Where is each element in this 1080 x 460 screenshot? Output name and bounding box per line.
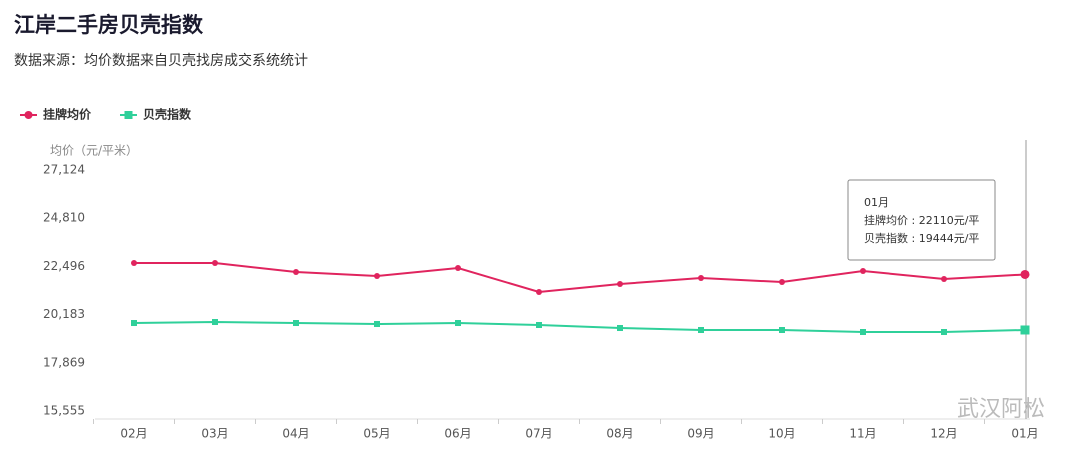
x-tick-label: 10月 [768,427,795,441]
data-point [1020,269,1030,279]
x-tick-label: 02月 [120,427,147,441]
data-point [536,289,542,296]
series-line [134,262,1026,294]
data-point [293,320,299,327]
data-point [455,320,461,327]
y-tick-label: 15,555 [43,404,85,418]
x-tick-label: 05月 [363,427,390,441]
data-point [455,265,461,272]
legend-marker [24,111,33,119]
data-point [617,325,623,332]
x-tick-label: 12月 [930,427,957,441]
y-tick-label: 27,124 [43,163,85,177]
legend-label: 贝壳指数 [143,107,192,122]
data-point [941,276,947,283]
data-point [212,319,218,326]
data-point [698,327,704,334]
x-tick-label: 06月 [444,427,471,441]
data-point [212,260,218,267]
y-tick-label: 22,496 [43,259,85,273]
data-point [293,269,299,276]
tooltip-line: 贝壳指数 : 19444元/平 [864,231,979,245]
watermark: 武汉阿松 [957,397,1045,422]
data-point [779,279,785,286]
data-point [860,329,866,336]
legend-marker [124,111,133,119]
chart-subtitle: 数据来源：均价数据来自贝壳找房成交系统统计 [14,52,308,69]
data-point [374,273,380,280]
data-point [779,327,785,334]
chart-title: 江岸二手房贝壳指数 [14,13,204,37]
data-point [617,281,623,288]
y-tick-label: 20,183 [43,307,85,321]
x-tick-label: 07月 [525,427,552,441]
data-point [941,329,947,336]
legend-label: 挂牌均价 [43,107,92,122]
y-tick-label: 24,810 [43,211,85,225]
x-tick-label: 08月 [606,427,633,441]
tooltip-line: 挂牌均价 : 22110元/平 [864,213,979,227]
tooltip-title: 01月 [864,196,889,209]
x-tick-label: 01月 [1011,427,1038,441]
data-point [131,320,137,327]
x-tick-label: 03月 [201,427,228,441]
x-tick-label: 04月 [282,427,309,441]
data-point [698,275,704,282]
data-point [536,322,542,329]
y-axis-label: 均价（元/平米） [50,144,138,158]
data-point [131,260,137,267]
x-tick-label: 09月 [687,427,714,441]
x-tick-label: 11月 [849,427,876,441]
data-point [860,268,866,275]
data-point [1020,325,1030,335]
y-tick-label: 17,869 [43,355,85,369]
data-point [374,321,380,328]
series-line [133,321,1026,334]
tooltip-box [847,179,996,261]
